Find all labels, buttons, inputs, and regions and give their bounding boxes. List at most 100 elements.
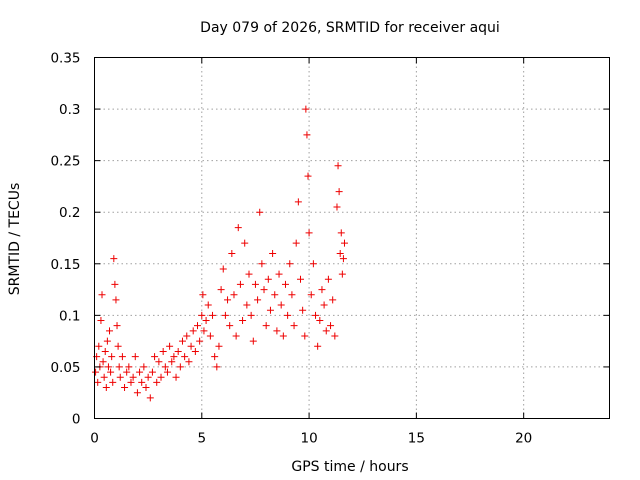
data-point [104,363,112,371]
data-point [269,249,277,257]
data-point [335,188,343,196]
data-point [284,311,292,319]
data-point [112,296,120,304]
data-point [131,353,139,361]
data-point [304,172,312,180]
data-point [333,203,341,211]
data-point [226,322,234,330]
data-point [101,347,109,355]
data-point [174,347,182,355]
y-tick-label: 0.35 [50,51,80,67]
data-point [118,353,126,361]
data-point [172,373,180,381]
data-point [196,337,204,345]
y-tick-label: 0.2 [59,205,80,221]
data-point [198,311,206,319]
data-point [109,378,117,386]
data-point [338,270,346,278]
data-point [99,358,107,366]
x-tick-label: 20 [515,431,532,447]
data-point [241,239,249,247]
data-point [236,280,244,288]
data-point [264,275,272,283]
data-point [157,373,165,381]
x-axis-label: GPS time / hours [291,459,408,475]
data-point [288,291,296,299]
data-point [166,342,174,350]
data-point [151,353,159,361]
data-point [191,347,199,355]
data-point [168,358,176,366]
data-point [286,260,294,268]
data-point [211,353,219,361]
data-point [258,260,266,268]
data-point [336,249,344,257]
data-point [331,332,339,340]
chart-title: Day 079 of 2026, SRMTID for receiver aqu… [200,20,500,36]
y-tick-label: 0.05 [50,360,80,376]
data-point [239,317,247,325]
data-point [138,378,146,386]
data-point [324,275,332,283]
data-point [106,327,114,335]
data-point [155,358,163,366]
data-point [290,322,298,330]
data-point [102,384,110,392]
data-point [209,311,217,319]
data-point [303,131,311,139]
data-point [115,363,123,371]
data-point [294,198,302,206]
data-point [125,363,133,371]
data-point [217,286,225,294]
x-tick-label: 5 [197,431,206,447]
data-point [262,322,270,330]
data-point [215,342,223,350]
y-tick-label: 0 [72,412,81,428]
data-point [189,327,197,335]
data-point [163,368,171,376]
data-point [136,368,144,376]
data-point [113,322,121,330]
data-point [277,301,285,309]
data-point [297,275,304,283]
data-point [334,162,342,170]
data-point [200,327,208,335]
data-point [305,229,313,237]
data-point [234,224,242,232]
data-point [114,342,122,350]
data-point [228,249,236,257]
data-point [251,280,259,288]
data-point [219,265,227,273]
data-point [161,363,169,371]
data-point [307,291,315,299]
data-point [299,306,307,314]
data-point [194,322,201,330]
data-point [98,291,106,299]
x-tick-label: 10 [300,431,317,447]
data-point [187,342,195,350]
data-point [256,208,264,216]
data-point [213,363,221,371]
data-point [170,353,178,361]
y-axis-label: SRMTID / TECUs [7,183,23,296]
axis-ticks: 0 0.05 0.1 0.15 0.2 0.25 0.3 0.35 0 5 10 15 20 [50,51,610,447]
data-point [245,270,253,278]
data-point [185,358,193,366]
data-point [129,373,137,381]
data-point [275,270,283,278]
data-point [127,378,135,386]
data-point [97,317,105,325]
data-point [316,317,324,325]
data-point [322,327,330,335]
data-point [314,342,322,350]
data-point [260,286,268,294]
data-point [202,317,210,325]
grid [94,57,610,419]
data-point [133,389,141,397]
data-point [301,332,309,340]
plot-frame [94,57,610,419]
data-point [123,368,131,376]
data-point [320,301,328,309]
data-point [327,322,335,330]
